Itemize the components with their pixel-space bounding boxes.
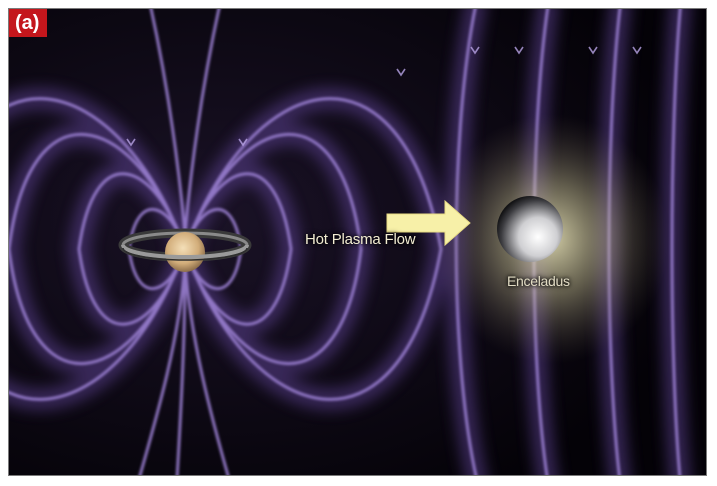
- plasma-flow-label: Hot Plasma Flow: [305, 231, 416, 248]
- magnetosphere-illustration: [9, 9, 706, 475]
- field-lines: [9, 9, 682, 475]
- field-direction-markers: [126, 46, 642, 147]
- panel-label: (a): [9, 9, 48, 37]
- enceladus-label: Enceladus: [507, 273, 570, 289]
- plasma-flow-arrow-icon: [386, 199, 471, 247]
- enceladus-icon: [497, 196, 563, 262]
- saturn-icon: [118, 228, 252, 272]
- figure-frame: (a) Hot Plasma Flow Enceladus: [8, 8, 707, 476]
